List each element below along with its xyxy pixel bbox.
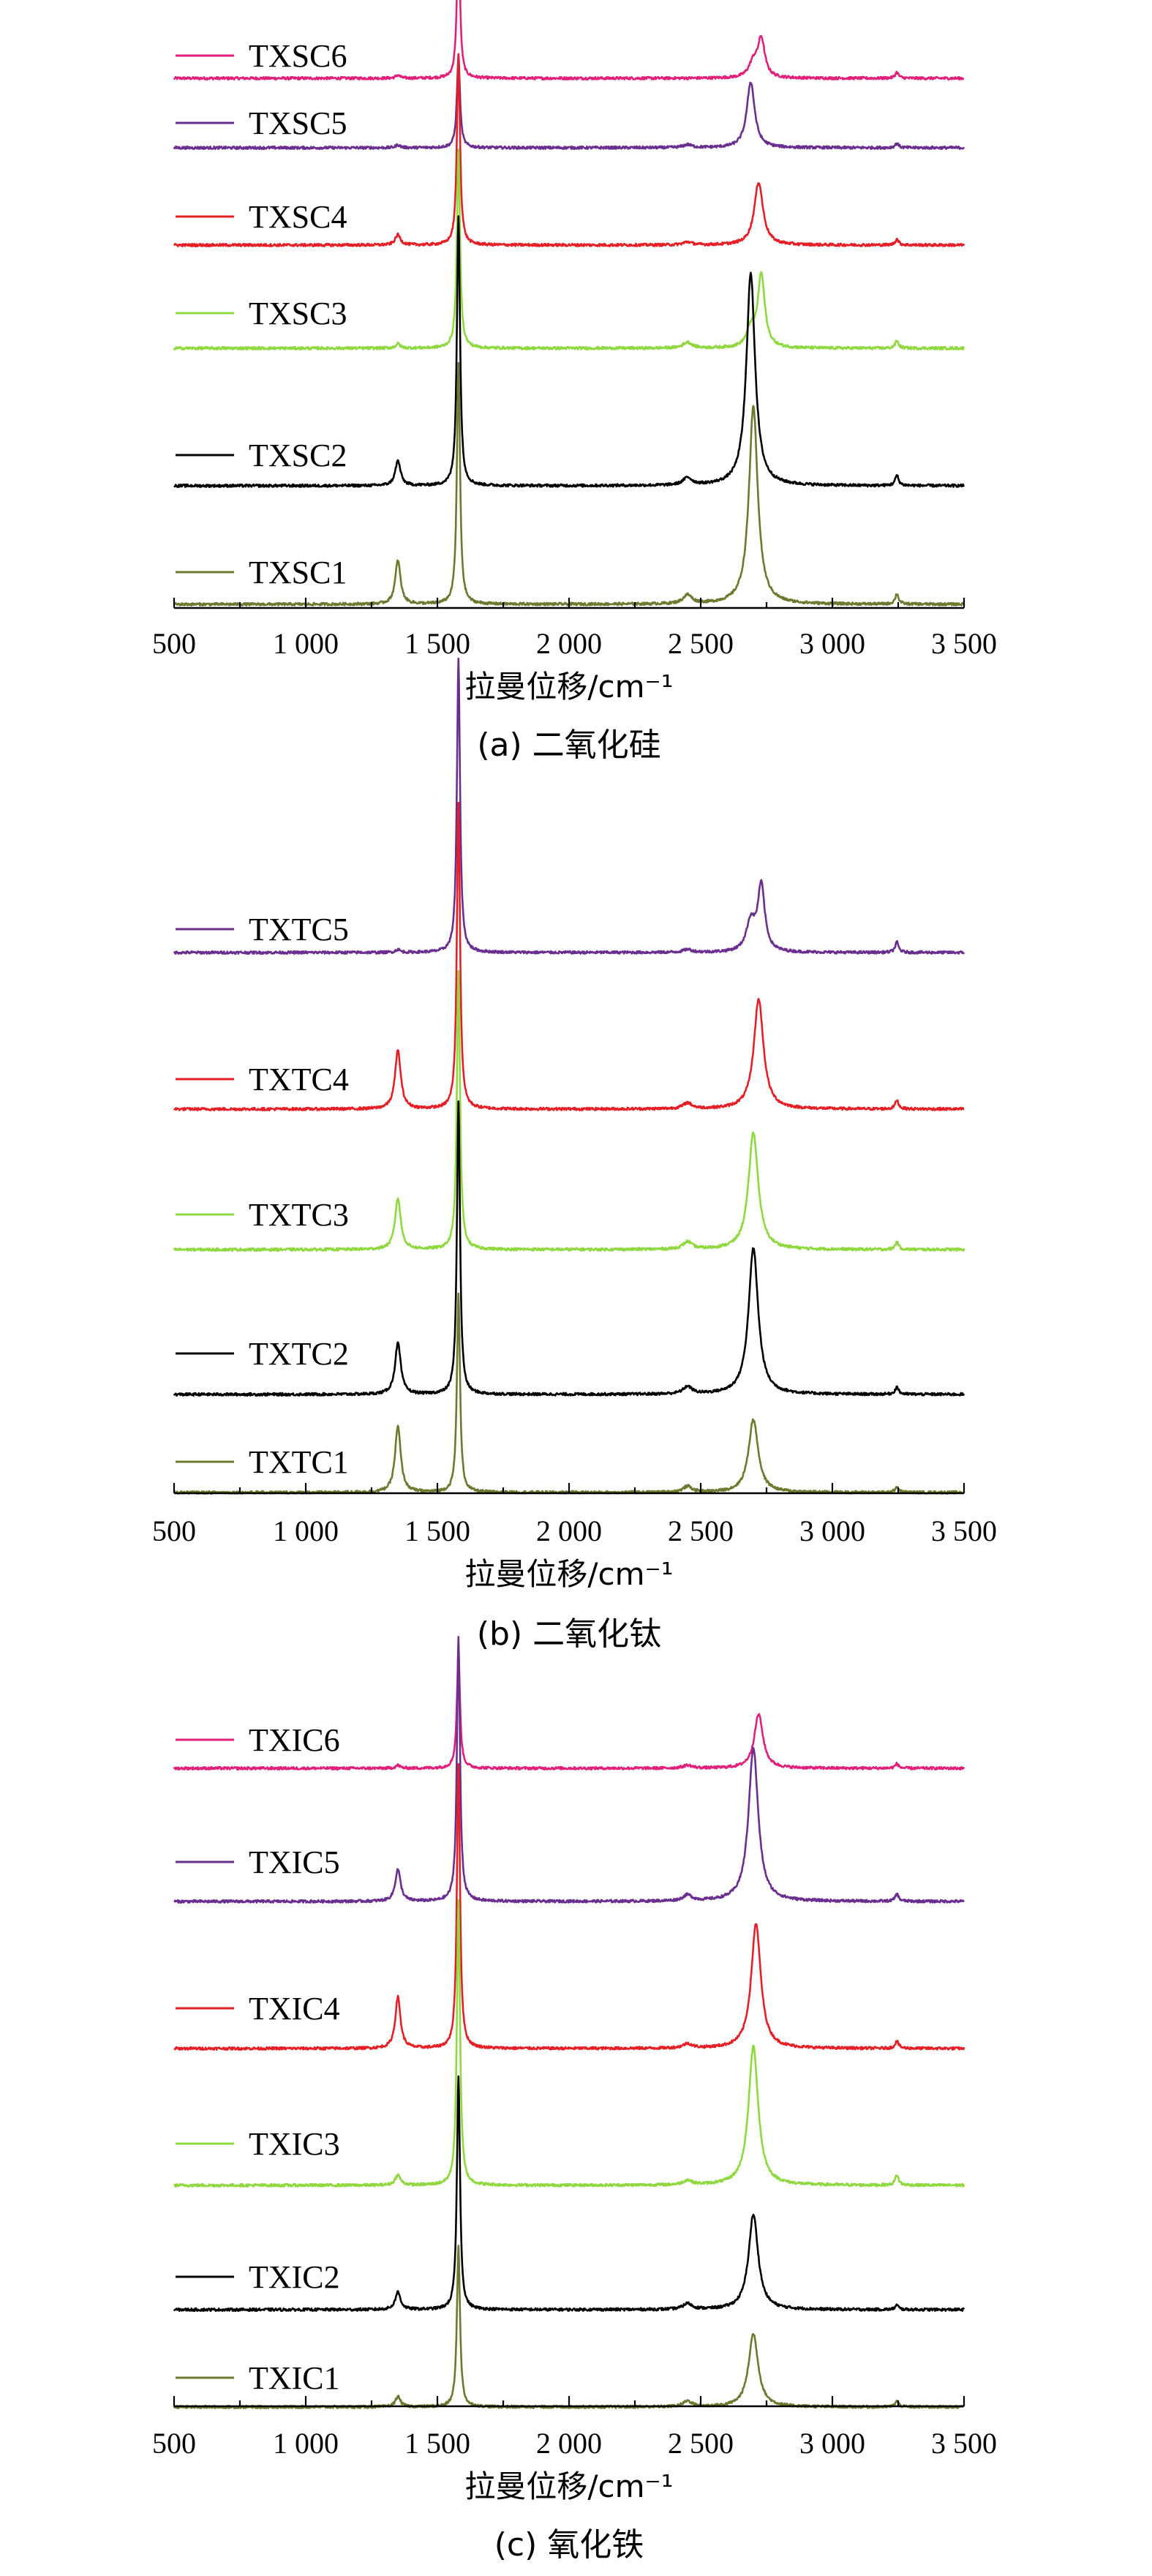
x-tick-label: 2 500 — [668, 627, 734, 660]
panel-caption: (a) 二氧化硅 — [477, 726, 660, 764]
legend-label-TXSC3: TXSC3 — [249, 296, 347, 331]
series-line-TXIC5 — [173, 1636, 965, 1904]
legend-label-TXTC4: TXTC4 — [249, 1062, 349, 1097]
legend-label-TXIC4: TXIC4 — [249, 1991, 340, 2027]
x-tick-label: 3 500 — [931, 627, 997, 660]
legend-label-TXTC2: TXTC2 — [249, 1336, 349, 1372]
x-tick-label: 1 500 — [404, 1514, 470, 1547]
panel-1: TXSC6 TXSC5 TXSC4 TXSC3 TXSC2 TXSC1 500 1 000 1 … — [152, 0, 997, 764]
x-tick-label: 3 000 — [799, 627, 865, 660]
panel-caption: (b) 二氧化钛 — [477, 1615, 661, 1653]
series-line-TXIC2 — [173, 2075, 965, 2312]
series-line-TXSC6 — [173, 0, 965, 81]
x-tick-label: 3 000 — [799, 2427, 865, 2460]
x-tick-label: 3 000 — [799, 1514, 865, 1547]
series-line-TXIC1 — [173, 2245, 965, 2410]
panel-3: TXIC6 TXIC5 TXIC4 TXIC3 TXIC2 TXIC1 500 1 000 1 … — [152, 1636, 997, 2564]
x-tick-label: 1 500 — [404, 2427, 470, 2460]
x-tick-label: 2 000 — [536, 1514, 602, 1547]
panel-caption: (c) 氧化铁 — [494, 2526, 644, 2564]
legend-label-TXSC2: TXSC2 — [249, 438, 347, 473]
series-line-TXSC5 — [173, 53, 965, 151]
series-line-TXIC4 — [173, 1762, 965, 2051]
series-line-TXTC2 — [173, 1100, 965, 1397]
legend-label-TXSC4: TXSC4 — [249, 199, 347, 235]
x-tick-label: 1 500 — [404, 627, 470, 660]
series-line-TXTC3 — [173, 969, 965, 1252]
x-axis-title: 拉曼位移/cm⁻¹ — [464, 669, 673, 705]
legend-label-TXTC1: TXTC1 — [249, 1444, 349, 1480]
series-line-TXTC4 — [173, 801, 965, 1111]
x-tick-label: 500 — [152, 1514, 196, 1547]
series-line-TXSC4 — [173, 53, 965, 248]
legend-label-TXTC3: TXTC3 — [249, 1197, 349, 1233]
x-tick-label: 2 000 — [536, 2427, 602, 2460]
x-tick-label: 3 500 — [931, 1514, 997, 1547]
legend-label-TXIC2: TXIC2 — [249, 2259, 340, 2295]
legend-label-TXIC5: TXIC5 — [249, 1844, 340, 1880]
series-line-TXIC3 — [173, 1899, 965, 2188]
x-tick-label: 1 000 — [273, 1514, 339, 1547]
x-axis-title: 拉曼位移/cm⁻¹ — [464, 1556, 673, 1592]
series-line-TXIC6 — [173, 1651, 965, 1771]
legend-label-TXIC6: TXIC6 — [249, 1722, 340, 1758]
x-tick-label: 3 500 — [931, 2427, 997, 2460]
series-line-TXSC2 — [173, 215, 965, 488]
x-tick-label: 1 000 — [273, 2427, 339, 2460]
x-tick-label: 2 500 — [668, 2427, 734, 2460]
x-axis-title: 拉曼位移/cm⁻¹ — [464, 2468, 673, 2504]
series-line-TXTC5 — [173, 657, 965, 955]
legend-label-TXSC6: TXSC6 — [249, 38, 347, 74]
x-tick-label: 500 — [152, 627, 196, 660]
panel-2: TXTC5 TXTC4 TXTC3 TXTC2 TXTC1 500 1 000 1 500 2 … — [152, 657, 997, 1653]
x-tick-label: 2 000 — [536, 627, 602, 660]
x-tick-label: 2 500 — [668, 1514, 734, 1547]
x-tick-label: 500 — [152, 2427, 196, 2460]
series-line-TXSC3 — [173, 148, 965, 351]
legend-label-TXIC1: TXIC1 — [249, 2360, 340, 2396]
x-tick-label: 1 000 — [273, 627, 339, 660]
legend-label-TXIC3: TXIC3 — [249, 2126, 340, 2162]
legend-label-TXSC5: TXSC5 — [249, 105, 347, 141]
legend-label-TXSC1: TXSC1 — [249, 555, 347, 590]
legend-label-TXTC5: TXTC5 — [249, 912, 349, 947]
